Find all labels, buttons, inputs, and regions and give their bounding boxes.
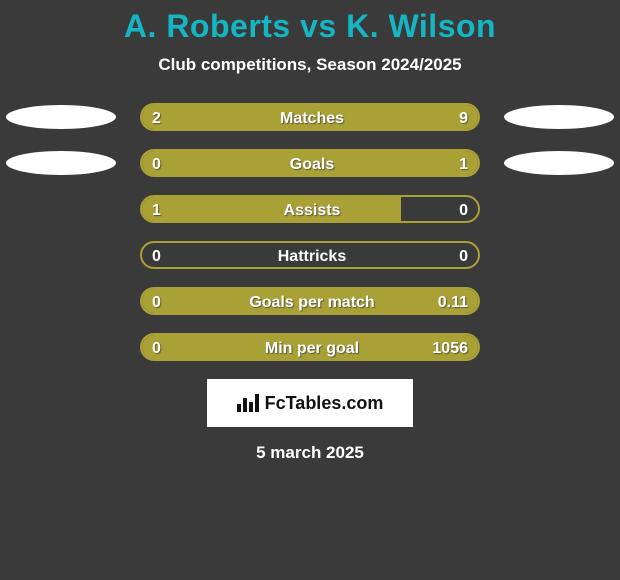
stat-label: Hattricks [142,243,480,269]
stat-row: 00.11Goals per match [0,287,620,315]
player-badge-right [504,105,614,129]
branding-bars-icon [237,394,259,412]
stat-label: Goals per match [142,289,480,315]
stats-area: 29Matches 01Goals 10Assists 00Hattricks 00.1… [0,103,620,361]
stat-row: 29Matches [0,103,620,131]
stat-row: 00Hattricks [0,241,620,269]
stat-label: Goals [142,151,480,177]
stat-label: Assists [142,197,480,223]
comparison-infographic: A. Roberts vs K. Wilson Club competition… [0,0,620,580]
subtitle: Club competitions, Season 2024/2025 [0,55,620,75]
bar-track: 01Goals [140,149,480,177]
branding-badge: FcTables.com [207,379,413,427]
player-badge-left [6,151,116,175]
player-badge-right [504,151,614,175]
bar-track: 29Matches [140,103,480,131]
stat-row: 01056Min per goal [0,333,620,361]
stat-row: 10Assists [0,195,620,223]
stat-label: Min per goal [142,335,480,361]
bar-track: 10Assists [140,195,480,223]
date-text: 5 march 2025 [0,443,620,463]
bar-track: 01056Min per goal [140,333,480,361]
bar-track: 00Hattricks [140,241,480,269]
branding-text: FcTables.com [265,393,384,414]
player-badge-left [6,105,116,129]
stat-row: 01Goals [0,149,620,177]
page-title: A. Roberts vs K. Wilson [0,8,620,45]
bar-track: 00.11Goals per match [140,287,480,315]
stat-label: Matches [142,105,480,131]
